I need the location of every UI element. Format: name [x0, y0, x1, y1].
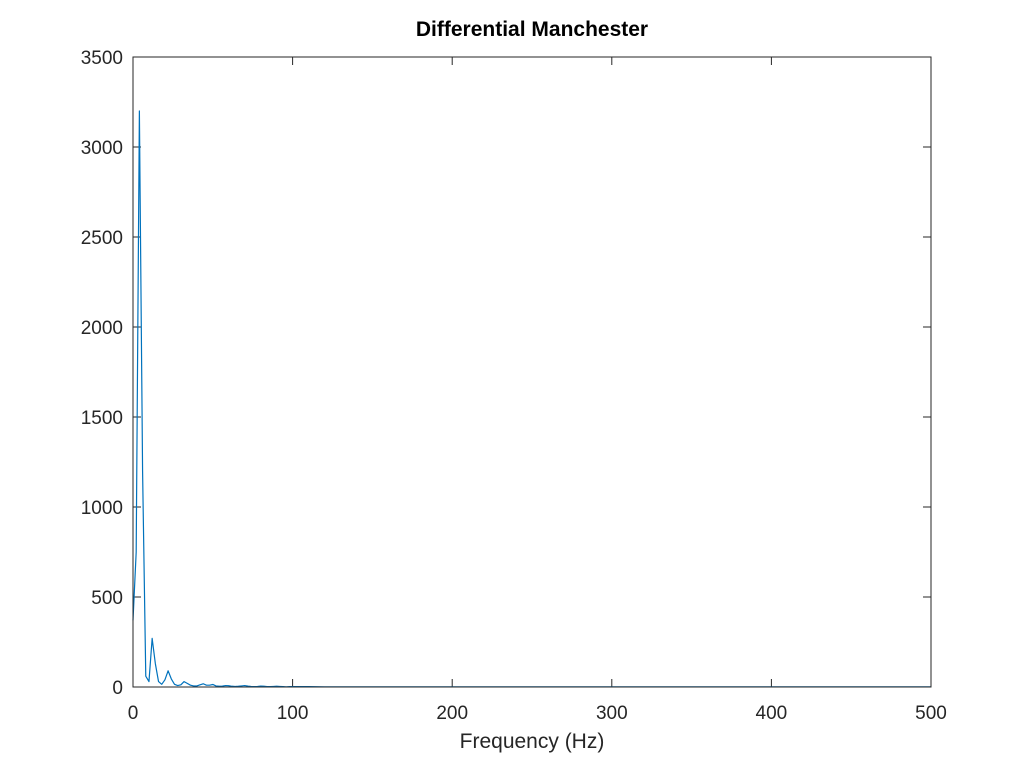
y-tick-label: 500: [91, 588, 123, 609]
x-tick-labels: 0 100 200 300 400 500: [128, 703, 947, 724]
y-tick-label: 2500: [81, 228, 123, 249]
y-tick-label: 3500: [81, 48, 123, 69]
y-tick-labels: 0 500 1000 1500 2000 2500 3000 3500: [81, 48, 123, 699]
x-tick-label: 400: [756, 703, 788, 724]
x-axis-label: Frequency (Hz): [460, 730, 605, 753]
x-tick-label: 500: [915, 703, 947, 724]
y-tick-label: 1500: [81, 408, 123, 429]
x-tick-label: 300: [596, 703, 628, 724]
x-tick-label: 200: [436, 703, 468, 724]
y-tick-label: 0: [112, 678, 123, 699]
y-tick-label: 2000: [81, 318, 123, 339]
x-tick-label: 0: [128, 703, 139, 724]
chart-title: Differential Manchester: [416, 18, 648, 41]
x-tick-label: 100: [277, 703, 309, 724]
y-tick-label: 3000: [81, 138, 123, 159]
y-tick-label: 1000: [81, 498, 123, 519]
plot-frame: [132, 56, 932, 688]
plot-area: [133, 57, 931, 687]
